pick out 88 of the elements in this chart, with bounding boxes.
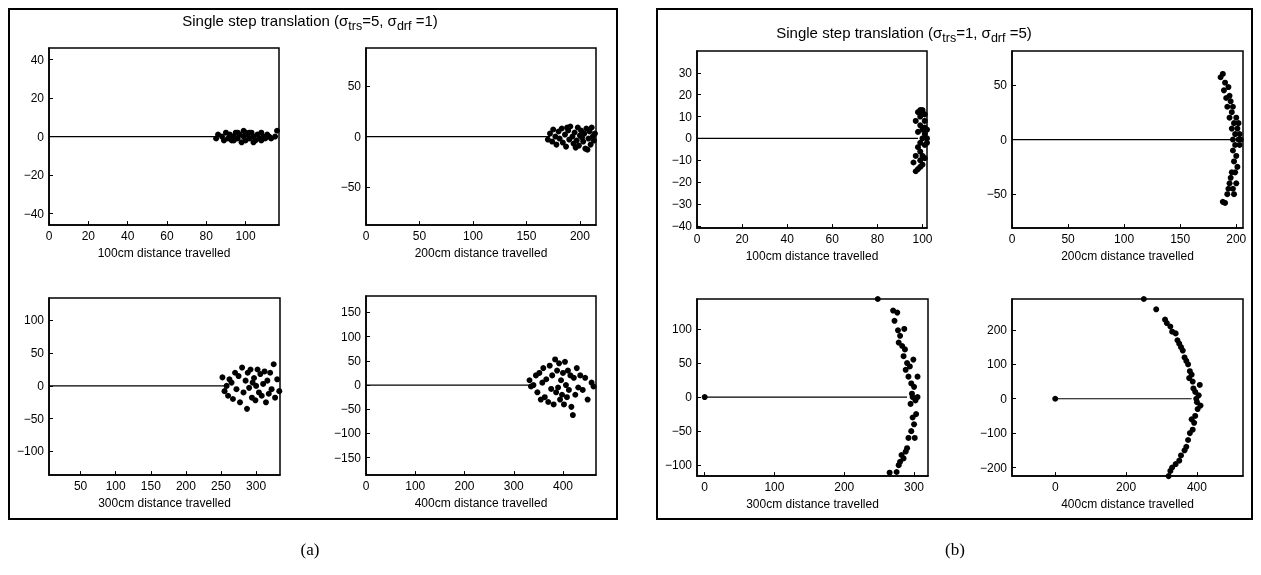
y-tick-label: 50 xyxy=(30,346,45,361)
y-tick-label: 0 xyxy=(1000,391,1008,406)
y-tick-label: 100 xyxy=(986,357,1008,372)
x-tick-label: 100 xyxy=(235,229,256,244)
y-tick-label: 0 xyxy=(685,390,693,405)
x-axis-title: 400cm distance travelled xyxy=(414,496,548,510)
y-tick-label: 40 xyxy=(30,52,45,67)
x-tick-label: 100 xyxy=(912,232,933,247)
x-tick-label: 80 xyxy=(199,229,214,244)
y-tick-label: −20 xyxy=(23,168,45,183)
text: (a) xyxy=(299,540,321,560)
x-tick-label: 200 xyxy=(454,479,475,494)
y-tick-label: −100 xyxy=(16,444,45,459)
y-tick-label: 30 xyxy=(678,65,693,80)
x-tick-label: 40 xyxy=(780,232,795,247)
x-tick-label: 50 xyxy=(412,229,427,244)
y-tick-label: 100 xyxy=(671,321,693,336)
x-tick-label: 150 xyxy=(516,229,537,244)
y-tick-label: 10 xyxy=(678,109,693,124)
y-tick-label: −10 xyxy=(671,153,693,168)
y-tick-label: 50 xyxy=(993,77,1008,92)
text: (b) xyxy=(944,540,966,560)
x-tick-label: 60 xyxy=(825,232,840,247)
y-tick-label: 50 xyxy=(347,79,362,94)
x-tick-label: 200 xyxy=(569,229,591,244)
y-tick-label: −50 xyxy=(23,411,45,426)
x-tick-label: 50 xyxy=(73,479,88,494)
y-tick-label: 20 xyxy=(30,91,45,106)
x-tick-label: 40 xyxy=(120,229,135,244)
y-tick-label: −150 xyxy=(333,450,362,465)
y-tick-label: −100 xyxy=(333,426,362,441)
x-tick-label: 20 xyxy=(81,229,96,244)
y-tick-label: −50 xyxy=(671,424,693,439)
y-tick-label: 100 xyxy=(340,329,362,344)
x-tick-label: 300 xyxy=(503,479,525,494)
y-tick-label: 50 xyxy=(678,356,693,371)
x-tick-label: 200 xyxy=(175,479,197,494)
y-tick-label: 100 xyxy=(23,313,45,328)
y-tick-label: 0 xyxy=(354,378,362,393)
y-tick-label: −40 xyxy=(23,206,45,221)
y-tick-label: −50 xyxy=(340,402,362,417)
x-tick-label: 0 xyxy=(1051,480,1059,495)
y-tick-label: −200 xyxy=(979,460,1008,475)
y-tick-label: 0 xyxy=(37,378,45,393)
chart-title: Single step translation (σ$_{trs}$=1, σ$_{drf}$ =5) xyxy=(775,24,1033,45)
x-tick-label: 300 xyxy=(246,479,267,494)
x-tick-label: 200 xyxy=(834,480,855,495)
x-tick-label: 100 xyxy=(764,480,785,495)
x-axis-title: 100cm distance travelled xyxy=(97,246,231,260)
x-axis-title: 200cm distance travelled xyxy=(1061,249,1194,263)
x-axis-title: 100cm distance travelled xyxy=(745,249,879,263)
y-tick-label: 0 xyxy=(37,129,45,144)
y-tick-label: −40 xyxy=(671,218,693,233)
x-tick-label: 100 xyxy=(462,229,484,244)
x-axis-title: 300cm distance travelled xyxy=(98,496,231,510)
x-axis-title: 200cm distance travelled xyxy=(414,246,548,260)
x-tick-label: 400 xyxy=(1186,480,1208,495)
y-tick-label: 50 xyxy=(347,353,362,368)
x-tick-label: 60 xyxy=(160,229,174,244)
y-tick-label: 0 xyxy=(685,131,693,146)
y-tick-label: 150 xyxy=(340,305,362,320)
y-tick-label: −30 xyxy=(671,197,693,212)
x-tick-label: 100 xyxy=(405,479,426,494)
x-tick-label: 0 xyxy=(701,480,709,495)
x-axis-title: 300cm distance travelled xyxy=(746,497,879,511)
y-tick-label: −50 xyxy=(986,187,1008,202)
x-tick-label: 80 xyxy=(870,232,885,247)
y-tick-label: −100 xyxy=(664,458,693,473)
x-tick-label: 200 xyxy=(1226,232,1247,247)
x-tick-label: 400 xyxy=(552,479,574,494)
y-tick-label: −20 xyxy=(671,175,693,190)
text: Single step translation (σ$_{trs}$=5, σ$_{drf}$ =1) xyxy=(181,12,439,33)
y-tick-label: 0 xyxy=(354,129,362,144)
y-tick-label: 0 xyxy=(1000,132,1008,147)
x-tick-label: 200 xyxy=(1116,480,1137,495)
x-tick-label: 300 xyxy=(904,480,925,495)
y-tick-label: −50 xyxy=(340,179,362,194)
x-tick-label: 150 xyxy=(1170,232,1191,247)
x-tick-label: 100 xyxy=(1114,232,1135,247)
x-tick-label: 20 xyxy=(735,232,750,247)
x-tick-label: 250 xyxy=(211,479,232,494)
x-tick-label: 100 xyxy=(105,479,127,494)
y-tick-label: 200 xyxy=(986,322,1008,337)
x-axis-title: 400cm distance travelled xyxy=(1061,497,1194,511)
y-tick-label: 20 xyxy=(678,87,693,102)
x-tick-label: 50 xyxy=(1061,232,1076,247)
y-tick-label: −100 xyxy=(979,426,1008,441)
x-tick-label: 150 xyxy=(140,479,162,494)
